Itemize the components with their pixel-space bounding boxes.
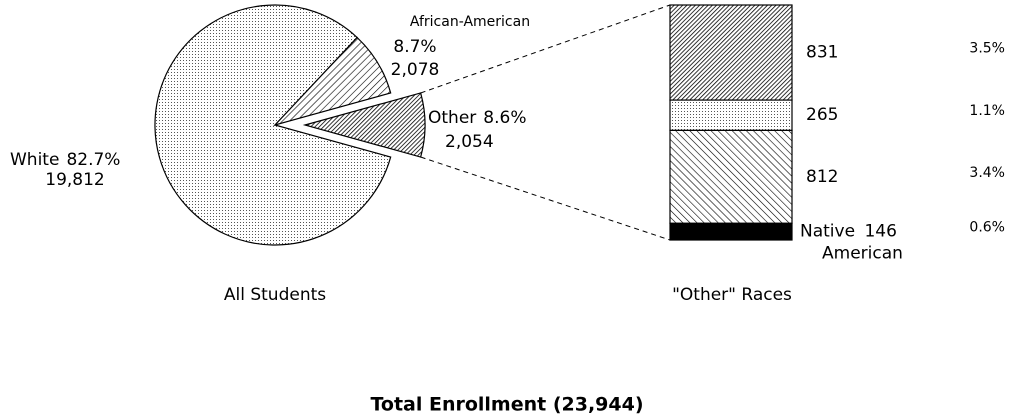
segment-percent: 0.6% — [969, 220, 1005, 236]
pie-slice — [154, 4, 392, 246]
connector — [420, 156, 671, 241]
slice-count: 2,078 — [391, 60, 440, 80]
segment-label: 831 — [806, 43, 838, 63]
pie-slice — [302, 92, 426, 158]
segment-label: Native American — [800, 222, 903, 264]
slice-percent: 8.7% — [393, 37, 436, 57]
segment-count: 831 — [806, 43, 838, 63]
segment-count: 812 — [806, 167, 838, 187]
bar-segment — [669, 99, 793, 131]
segment-percent: 3.5% — [969, 41, 1005, 57]
segment-percent: 3.4% — [969, 165, 1005, 181]
connector — [420, 4, 671, 94]
slice-label: African-American — [410, 14, 530, 30]
slice-count: 2,054 — [445, 132, 494, 152]
segment-category: Native — [800, 222, 860, 242]
slice-percent: 8.6% — [483, 108, 526, 128]
bar-segment — [669, 222, 793, 241]
slice-count: 19,812 — [45, 170, 104, 190]
chart-title: Total Enrollment (23,944) — [370, 394, 643, 416]
slice-category: Other — [428, 108, 476, 128]
pie-slice — [273, 36, 392, 127]
slice-label: White 82.7% — [10, 150, 120, 170]
segment-category: American — [822, 244, 903, 264]
segment-percent: 1.1% — [969, 103, 1005, 119]
bar-title: "Other" Races — [672, 285, 792, 305]
slice-category: White — [10, 150, 59, 170]
segment-count: 265 — [806, 105, 838, 125]
segment-label: 265 — [806, 105, 838, 125]
slice-percent: 82.7% — [66, 150, 120, 170]
segment-label: 812 — [806, 167, 838, 187]
slice-label: Other 8.6% — [428, 108, 526, 128]
bar-segment — [669, 129, 793, 224]
pie-title: All Students — [224, 285, 326, 305]
bar-segment — [669, 4, 793, 101]
segment-count: 146 — [864, 222, 896, 242]
